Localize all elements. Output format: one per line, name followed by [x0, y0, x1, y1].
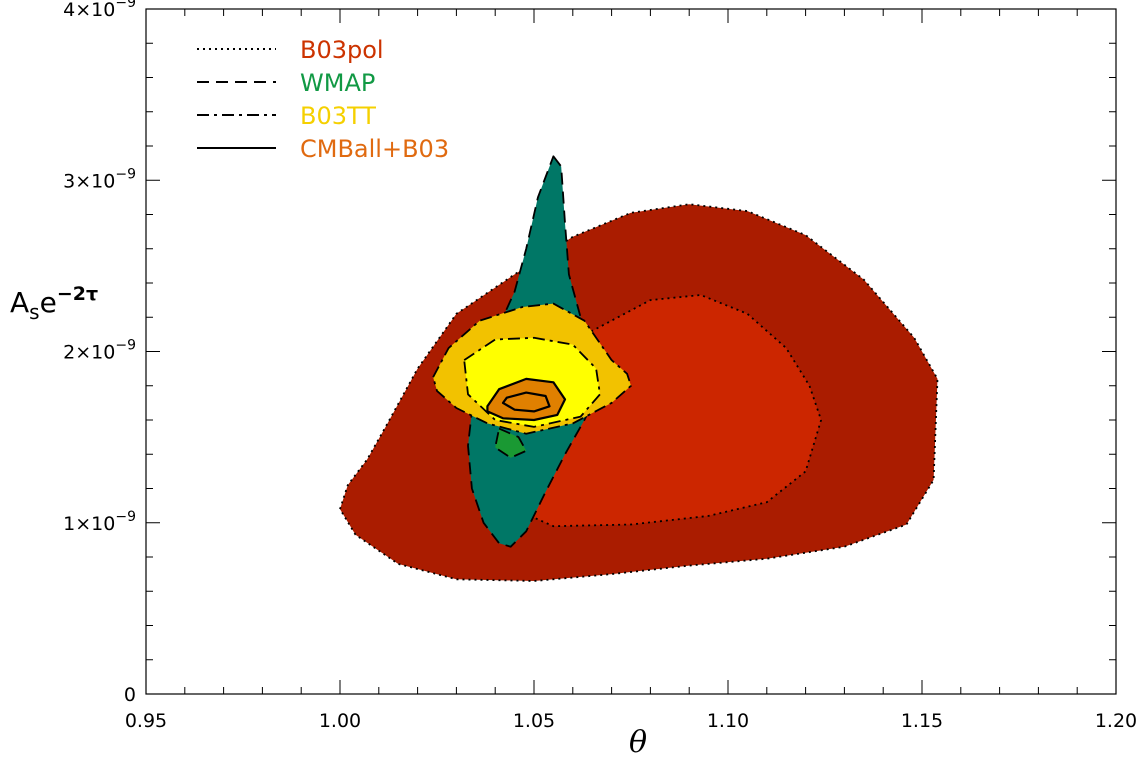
x-tick-label: 1.10 [707, 710, 749, 732]
legend-label: B03TT [300, 102, 376, 130]
legend-label: B03pol [300, 36, 384, 64]
y-tick-label: 3×10−9 [63, 166, 136, 192]
legend-label: WMAP [300, 69, 375, 97]
x-tick-label: 1.00 [319, 710, 361, 732]
x-tick-label: 1.05 [513, 710, 555, 732]
y-axis-label: Ase−2τ [10, 283, 98, 324]
x-tick-label: 1.15 [901, 710, 943, 732]
x-tick-label: 1.20 [1095, 710, 1137, 732]
contour-wmap-68 [494, 427, 528, 459]
legend: B03pol WMAP B03TT CMBall+B03 [197, 36, 449, 163]
y-tick-label: 1×10−9 [63, 509, 136, 535]
contour-regions [339, 155, 939, 582]
y-tick-label: 4×10−9 [63, 0, 136, 21]
x-axis-label: θ [629, 725, 647, 757]
contour-cmball-b03-68 [501, 391, 551, 413]
y-tick-label: 2×10−9 [63, 338, 136, 364]
legend-label: CMBall+B03 [300, 135, 449, 163]
y-tick-label: 0 [124, 684, 136, 706]
x-tick-label: 0.95 [125, 710, 167, 732]
